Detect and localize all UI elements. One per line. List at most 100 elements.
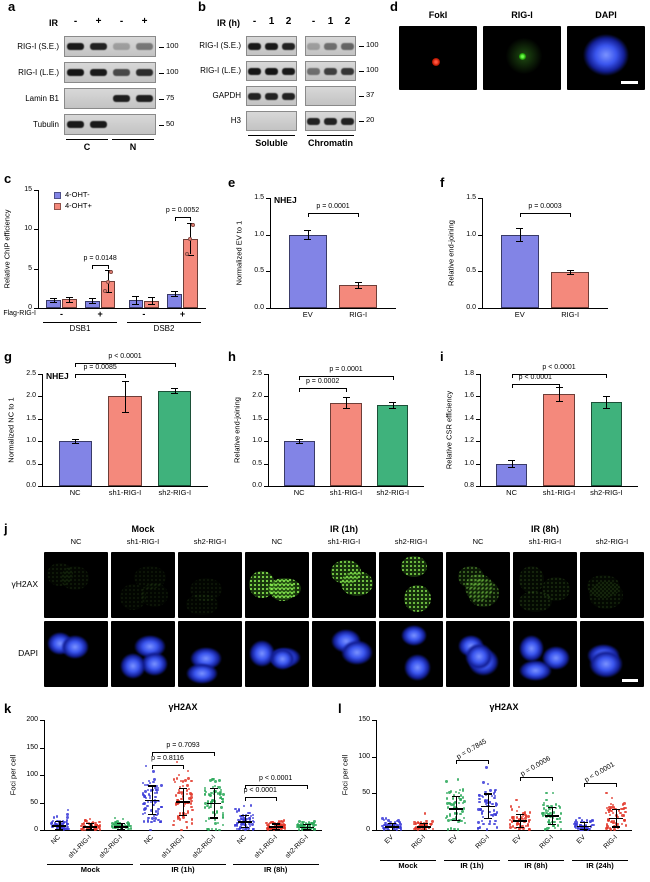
dapi-image xyxy=(111,621,175,687)
p-value: p = 0.0006 xyxy=(519,755,552,779)
scatter-point xyxy=(62,821,65,824)
sig-bracket-tick xyxy=(190,216,192,221)
bar xyxy=(58,441,92,486)
scatter-point xyxy=(178,791,181,794)
scatter-point xyxy=(60,825,64,829)
protein-band xyxy=(265,67,278,75)
scatter-point xyxy=(179,779,182,783)
scatter-point xyxy=(203,793,207,796)
scatter-point xyxy=(98,824,102,827)
stained-nucleus xyxy=(189,577,223,602)
scatter-point xyxy=(515,816,518,819)
y-tick xyxy=(266,308,270,309)
legend-label: 4-OHT+ xyxy=(65,201,92,210)
data-point xyxy=(191,222,196,227)
protein-band xyxy=(135,69,153,76)
scatter-point xyxy=(462,796,465,799)
scatter-point xyxy=(478,794,481,797)
mean-line xyxy=(577,825,591,828)
scatter-point xyxy=(303,824,307,827)
scatter-point xyxy=(95,823,98,826)
scatter-point xyxy=(481,809,485,813)
y-axis xyxy=(268,374,269,486)
x-sign: + xyxy=(97,309,103,319)
scatter-point xyxy=(608,818,611,822)
y-tick xyxy=(264,396,268,398)
scatter-point xyxy=(423,812,426,815)
error-cap xyxy=(88,298,96,300)
error-cap xyxy=(132,296,140,298)
error-cap xyxy=(555,400,563,402)
scatter-point xyxy=(454,800,457,804)
scatter-point xyxy=(242,804,246,808)
p-value: p < 0.0001 xyxy=(542,364,576,371)
scatter-point xyxy=(429,823,432,826)
y-tick xyxy=(38,486,42,487)
scatter-point xyxy=(143,802,146,805)
scatter-point xyxy=(66,813,69,816)
scatter-point xyxy=(453,827,456,831)
scatter-point xyxy=(491,814,495,817)
scatter-point xyxy=(152,803,155,807)
scatter-point xyxy=(180,792,184,795)
gh2ax-image xyxy=(580,552,644,618)
scatter-point xyxy=(243,816,246,819)
scatter-point xyxy=(245,817,248,821)
y-tick xyxy=(372,793,376,795)
error-cap xyxy=(304,239,312,241)
y-tick-label: 0 xyxy=(28,304,32,311)
panel-e: e 0.0 0.5 1.0 1.5 Normalized EV to 1 NHEJ EV RI… xyxy=(222,172,430,350)
scatter-point xyxy=(251,813,254,817)
sd-cap xyxy=(117,822,126,825)
sig-bracket-tick xyxy=(275,797,277,801)
y-tick-label: 1.5 xyxy=(254,194,264,201)
scatter-point xyxy=(277,827,280,830)
error-bar xyxy=(125,380,126,413)
y-tick-label: 100 xyxy=(26,771,38,778)
scatter-point xyxy=(384,821,388,825)
scatter-point xyxy=(240,817,243,820)
western-blot-a: IR - + - + RIG-I (S.E.) 100 RIG-I (L.E.) 100 Lami… xyxy=(0,0,190,172)
scatter-point xyxy=(146,800,149,803)
scatter-point xyxy=(425,824,428,828)
cell-line-label: NC xyxy=(70,537,82,546)
scatter-point xyxy=(512,817,515,821)
scatter-point xyxy=(154,786,157,790)
y-tick xyxy=(34,190,38,191)
mean-line xyxy=(545,815,559,817)
protein-band xyxy=(282,67,295,75)
scatter-point xyxy=(395,826,398,830)
gh2ax-image xyxy=(178,552,242,618)
scatter-point xyxy=(127,827,130,831)
scatter-point xyxy=(157,819,160,822)
scatter-point xyxy=(144,796,147,800)
scatter-point xyxy=(457,797,460,800)
scatter-point xyxy=(178,812,182,815)
scatter-point xyxy=(221,811,225,814)
y-tick-label: 2.0 xyxy=(26,392,36,400)
mw-marker: 20 xyxy=(366,115,375,124)
scatter-point xyxy=(545,798,548,801)
scatter-point xyxy=(144,764,148,767)
scatter-point xyxy=(214,822,217,825)
scatter-point xyxy=(413,821,416,824)
scatter-point xyxy=(524,824,528,828)
scatter-point xyxy=(203,805,207,809)
scatter-point xyxy=(186,784,189,787)
scatter-point xyxy=(494,805,497,808)
scatter-point xyxy=(174,794,178,797)
scatter-point xyxy=(268,827,272,830)
mean-line xyxy=(299,826,314,829)
scatter-point xyxy=(189,797,192,801)
scatter-point xyxy=(80,824,83,827)
error-cap xyxy=(295,439,303,441)
stained-nucleus xyxy=(401,556,428,578)
scatter-point xyxy=(214,780,217,783)
lane-label: - xyxy=(73,16,78,27)
scatter-point xyxy=(606,806,609,810)
protein-band xyxy=(135,43,153,50)
y-tick xyxy=(38,396,42,398)
scatter-point xyxy=(301,822,305,825)
scatter-point xyxy=(312,824,316,827)
